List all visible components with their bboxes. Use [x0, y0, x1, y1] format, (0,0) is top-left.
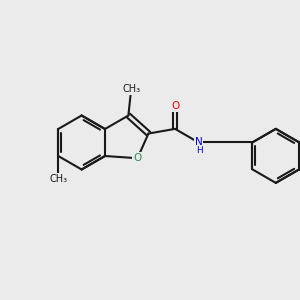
Text: CH₃: CH₃ [49, 174, 67, 184]
Text: N: N [194, 137, 202, 147]
Text: O: O [133, 153, 142, 163]
Text: O: O [171, 101, 179, 111]
Text: CH₃: CH₃ [122, 84, 140, 94]
Text: H: H [196, 146, 202, 155]
